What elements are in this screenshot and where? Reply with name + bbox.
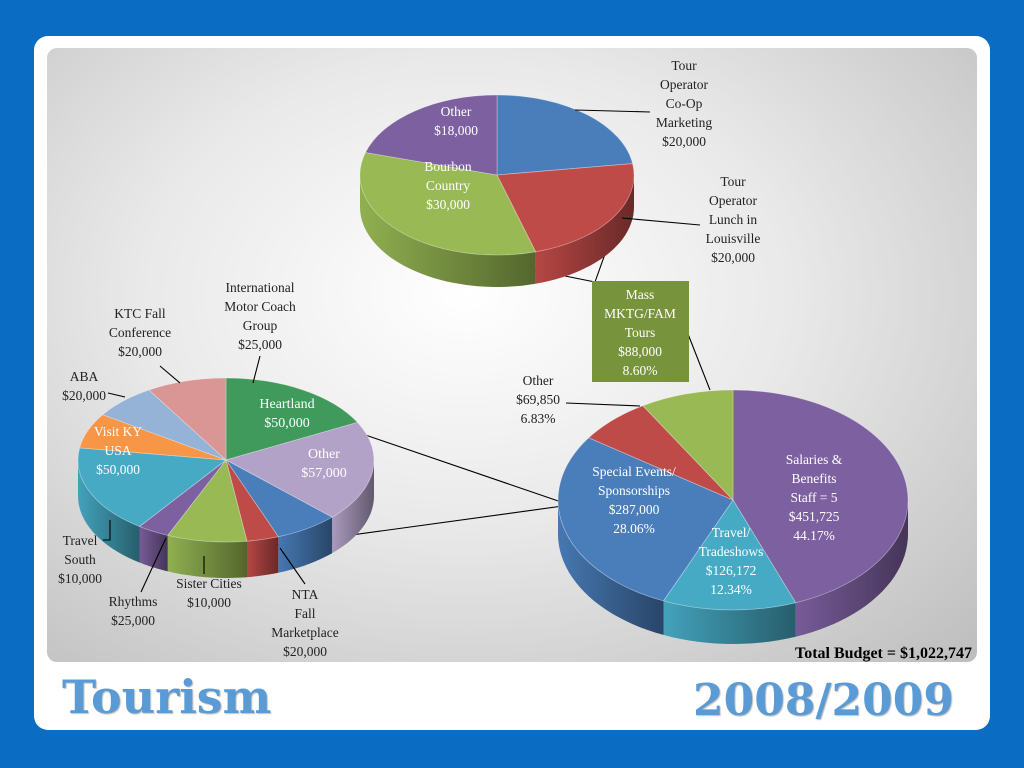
- special-events-breakdown-slice-sister-cities: [225, 459, 279, 542]
- mass-mktg-breakdown-slice-tour-operator-lunch-in-louisville: [496, 163, 635, 253]
- special-events-breakdown-slice-rhythms: [167, 459, 248, 543]
- special-events-breakdown-pie: [77, 377, 375, 578]
- events-label-imcg: International Motor Coach Group $25,000: [224, 280, 296, 352]
- main-label-salaries: Salaries & Benefits Staff = 5 $451,725 44.17…: [786, 452, 843, 543]
- leader-line: [103, 520, 111, 541]
- leader-line: [140, 537, 167, 593]
- mass-mktg-box: [592, 281, 689, 382]
- main-side-travel-tradeshows: [663, 600, 796, 644]
- special-events-breakdown-side-visit-ky-usa: [78, 460, 140, 563]
- special-events-breakdown-slice-heartland: [225, 377, 359, 461]
- events-label-visit-ky: Visit KY USA $50,000: [94, 424, 143, 477]
- events-label-aba: ABA $20,000: [62, 369, 106, 403]
- mass-mktg-breakdown-side-bourbon-country: [360, 175, 536, 287]
- leader-line: [565, 402, 641, 407]
- mktg-label-coop: Tour Operator Co-Op Marketing $20,000: [656, 58, 712, 149]
- mass-mktg-breakdown-slice-other: [364, 94, 498, 176]
- special-events-breakdown-slice-aba: [79, 414, 227, 461]
- main-slice-mass-mktg-fam-tours: [642, 389, 734, 501]
- mass-mktg-breakdown-pie: [359, 94, 635, 287]
- events-label-rhythms: Rhythms $25,000: [109, 594, 158, 628]
- main-label-other: Other $69,850 6.83%: [516, 373, 560, 426]
- main-label-special-events: Special Events/Sponsorships $287,000 28.06…: [592, 464, 676, 536]
- events-label-nta: NTA Fall Marketplace $20,000: [271, 587, 338, 659]
- main-slice-other: [587, 405, 734, 501]
- events-label-travel-south: Travel South $10,000: [58, 533, 102, 586]
- mktg-label-lunch: Tour Operator Lunch in Louisville $20,000: [706, 174, 761, 265]
- mktg-label-other: Other $18,000: [434, 104, 478, 138]
- leader-line: [107, 392, 126, 398]
- special-events-breakdown-slice-other: [224, 421, 375, 518]
- main-pie: [557, 389, 909, 644]
- leader-line: [574, 109, 651, 113]
- main-slice-special-events-sponsorships: [557, 437, 734, 602]
- special-events-breakdown-side-sister-cities: [247, 536, 279, 578]
- total-budget: Total Budget = $1,022,747: [795, 645, 972, 662]
- mass-mktg-breakdown-side-tour-operator-lunch-in-louisville: [535, 175, 634, 284]
- special-events-breakdown-slice-visit-ky-usa: [77, 447, 228, 527]
- special-events-breakdown-slice-international-motor-coach-group: [148, 377, 227, 461]
- main-slice-travel-tradeshows: [662, 499, 797, 611]
- special-events-breakdown-side-other: [332, 460, 374, 554]
- leader-line: [159, 365, 181, 384]
- special-events-breakdown-side-travel-south: [139, 526, 168, 572]
- mktg-label-bourbon: Bourbon Country $30,000: [424, 159, 472, 212]
- special-events-breakdown-side-rhythms: [167, 535, 247, 578]
- events-label-heartland: Heartland $50,000: [259, 397, 314, 431]
- main-label-mass-mktg: Mass MKTG/FAM Tours $88,000 8.60%: [604, 287, 676, 378]
- special-events-breakdown-slice-travel-south: [138, 459, 227, 536]
- mass-mktg-breakdown-slice-bourbon-country: [359, 152, 537, 256]
- leader-line: [621, 217, 701, 226]
- leader-line: [279, 547, 306, 585]
- connector-line: [687, 333, 711, 391]
- special-events-breakdown-slice-ktc-fall-conference: [101, 389, 227, 461]
- main-slice-salaries-benefits-staff-5: [732, 389, 909, 604]
- events-label-ktc: KTC Fall Conference $20,000: [109, 306, 171, 359]
- special-events-breakdown-side-nta-fall-marketplace: [278, 517, 333, 573]
- leader-line: [252, 355, 261, 384]
- slide-year: 2008/2009: [693, 675, 954, 726]
- connector-line: [344, 427, 571, 506]
- main-sides: [558, 500, 908, 644]
- main-side-special-events-sponsorships: [558, 500, 664, 635]
- events-label-other: Other $57,000: [301, 447, 347, 481]
- mass-mktg-breakdown-slice-tour-operator-co-op-marketing: [496, 94, 634, 176]
- main-label-travel: Travel/Tradeshows $126,172 12.34%: [699, 525, 764, 597]
- special-events-breakdown-sides: [78, 460, 374, 578]
- main-side-salaries-benefits-staff-5: [795, 500, 908, 637]
- mass-mktg-breakdown-sides: [360, 175, 634, 287]
- events-label-sister-cities: Sister Cities $10,000: [176, 576, 242, 610]
- slide-title: Tourism: [62, 670, 272, 724]
- special-events-breakdown-slice-nta-fall-marketplace: [225, 459, 333, 538]
